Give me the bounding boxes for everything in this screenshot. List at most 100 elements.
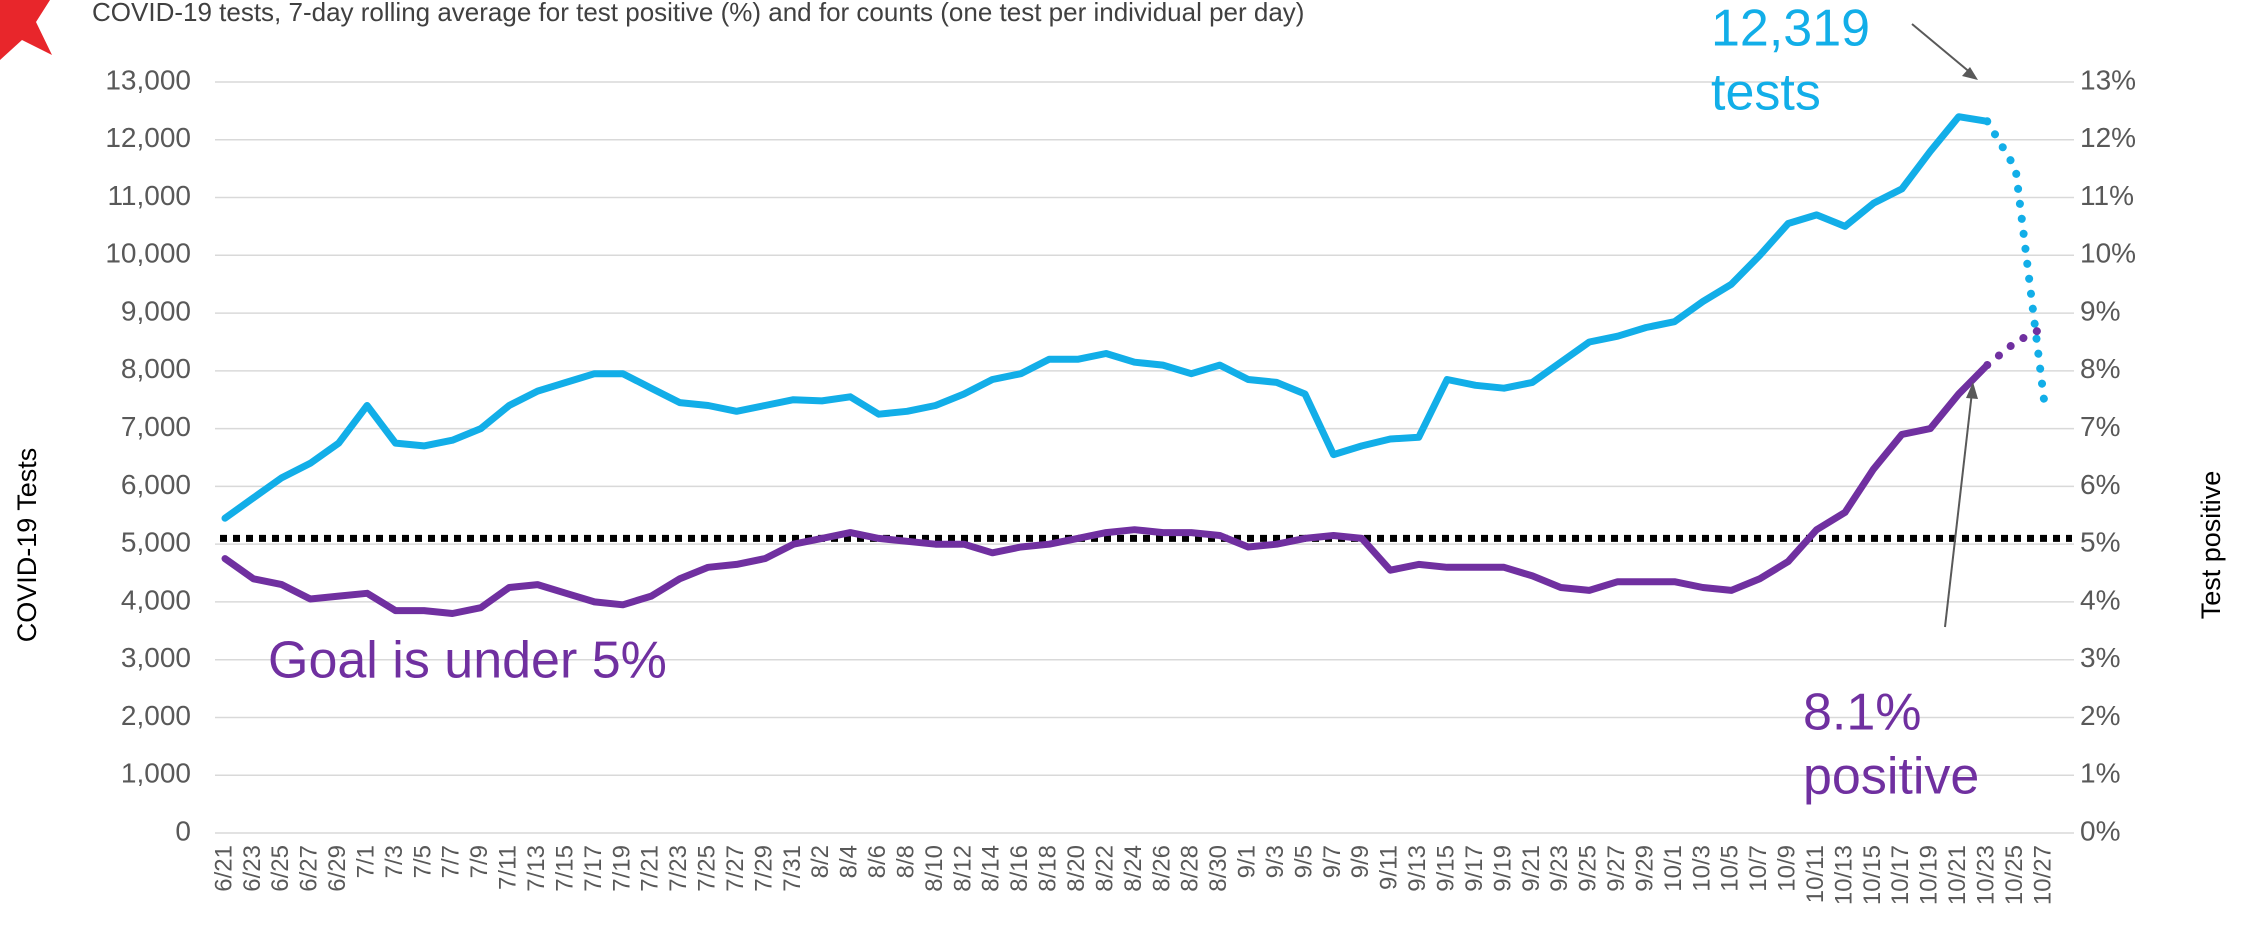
y2-tick-label: 6% xyxy=(2080,469,2120,500)
x-tick-label: 9/25 xyxy=(1575,845,1602,892)
arrow-head xyxy=(1966,382,1978,399)
y-tick-label: 5,000 xyxy=(121,527,191,558)
annotation: tests xyxy=(1711,64,1821,122)
x-tick-label: 7/11 xyxy=(495,845,522,890)
x-tick-label: 8/16 xyxy=(1006,845,1033,892)
x-tick-label: 7/27 xyxy=(722,845,749,892)
annotation: 8.1% xyxy=(1803,684,1922,742)
y-tick-label: 12,000 xyxy=(105,122,191,153)
x-tick-label: 9/3 xyxy=(1262,845,1289,878)
chart-title: COVID-19 tests, 7-day rolling average fo… xyxy=(92,0,1304,27)
y-tick-label: 7,000 xyxy=(121,411,191,442)
x-tick-label: 10/11 xyxy=(1802,845,1829,903)
x-tick-label: 8/10 xyxy=(921,845,948,892)
x-tick-label: 7/25 xyxy=(694,845,721,892)
x-tick-label: 10/7 xyxy=(1745,845,1772,892)
x-tick-label: 7/23 xyxy=(665,845,692,892)
y2-tick-label: 12% xyxy=(2080,122,2136,153)
x-tick-label: 9/9 xyxy=(1347,845,1374,878)
y2-tick-label: 5% xyxy=(2080,527,2120,558)
x-tick-label: 10/17 xyxy=(1887,845,1914,905)
y-tick-label: 11,000 xyxy=(107,180,191,211)
y2-axis-label: Test positive xyxy=(2196,471,2226,620)
y-tick-label: 10,000 xyxy=(105,238,191,269)
x-tick-label: 10/19 xyxy=(1916,845,1943,905)
x-tick-label: 9/27 xyxy=(1603,845,1630,892)
x-tick-label: 7/15 xyxy=(551,845,578,892)
y2-tick-label: 13% xyxy=(2080,64,2136,95)
x-tick-label: 9/13 xyxy=(1404,845,1431,892)
y-tick-label: 9,000 xyxy=(121,295,191,326)
arrow-head xyxy=(1962,67,1978,80)
x-tick-label: 8/12 xyxy=(949,845,976,892)
y2-tick-label: 2% xyxy=(2080,700,2120,731)
plot-lines xyxy=(220,113,2072,617)
x-tick-label: 9/21 xyxy=(1518,845,1545,892)
x-tick-label: 9/23 xyxy=(1546,845,1573,892)
x-tick-label: 8/26 xyxy=(1148,845,1175,892)
x-tick-label: 10/21 xyxy=(1944,845,1971,905)
x-tick-label: 9/17 xyxy=(1461,845,1488,892)
x-tick-label: 9/29 xyxy=(1631,845,1658,892)
y2-tick-label: 4% xyxy=(2080,584,2120,615)
grid xyxy=(215,81,2074,834)
x-tick-label: 10/15 xyxy=(1859,845,1886,905)
x-tick-label: 8/24 xyxy=(1120,845,1147,892)
x-tick-label: 9/19 xyxy=(1489,845,1516,892)
x-tick-label: 8/14 xyxy=(978,845,1005,892)
x-tick-label: 9/11 xyxy=(1376,845,1403,890)
x-tick-label: 7/7 xyxy=(438,845,465,878)
x-tick-label: 9/15 xyxy=(1432,845,1459,892)
x-tick-label: 7/3 xyxy=(381,845,408,878)
y-axis-label: COVID-19 Tests xyxy=(12,448,42,643)
x-tick-label: 7/19 xyxy=(608,845,635,892)
y2-tick-label: 7% xyxy=(2080,411,2120,442)
x-tick-label: 7/1 xyxy=(352,845,379,878)
x-tick-label: 7/9 xyxy=(466,845,493,878)
x-tick-label: 9/1 xyxy=(1234,845,1261,878)
x-tick-label: 10/9 xyxy=(1774,845,1801,892)
y2-tick-label: 11% xyxy=(2080,180,2134,211)
x-tick-label: 9/5 xyxy=(1290,845,1317,878)
x-tick-label: 8/30 xyxy=(1205,845,1232,892)
y2-tick-label: 9% xyxy=(2080,295,2120,326)
series-line xyxy=(221,361,1991,617)
x-tick-label: 7/31 xyxy=(779,845,806,892)
y2-tick-label: 10% xyxy=(2080,238,2136,269)
x-tick-label: 10/5 xyxy=(1717,845,1744,892)
y-tick-label: 4,000 xyxy=(121,584,191,615)
x-tick-label: 7/29 xyxy=(750,845,777,892)
x-tick-label: 10/13 xyxy=(1830,845,1857,905)
y-tick-label: 1,000 xyxy=(121,758,191,789)
annotation: positive xyxy=(1803,748,1979,806)
y-tick-label: 8,000 xyxy=(121,353,191,384)
x-tick-label: 8/8 xyxy=(892,845,919,878)
x-tick-label: 8/2 xyxy=(807,845,834,878)
x-tick-label: 6/27 xyxy=(296,845,323,892)
x-tick-label: 8/22 xyxy=(1091,845,1118,892)
y2-tick-label: 8% xyxy=(2080,353,2120,384)
annotations: 12,319 tests 8.1% positive Goal is under 5% xyxy=(268,0,1979,806)
x-tick-label: 10/25 xyxy=(2001,845,2028,905)
x-tick-label: 9/7 xyxy=(1319,845,1346,878)
x-tick-label: 6/25 xyxy=(267,845,294,892)
x-tick-label: 8/28 xyxy=(1177,845,1204,892)
x-tick-label: 10/23 xyxy=(1973,845,2000,905)
y2-tick-label: 0% xyxy=(2080,815,2120,846)
x-tick-label: 7/13 xyxy=(523,845,550,892)
y-tick-label: 6,000 xyxy=(121,469,191,500)
y2-tick-label: 1% xyxy=(2080,758,2120,789)
x-tick-label: 7/17 xyxy=(580,845,607,892)
y-tick-label: 2,000 xyxy=(121,700,191,731)
x-tick-label: 6/29 xyxy=(324,845,351,892)
annotation: 12,319 xyxy=(1711,0,1870,58)
x-tick-label: 10/27 xyxy=(2029,845,2056,905)
y-tick-label: 0 xyxy=(175,815,191,846)
series-line xyxy=(221,113,1991,522)
x-tick-label: 6/23 xyxy=(239,845,266,892)
arrow xyxy=(1911,23,1973,75)
y-tick-label: 13,000 xyxy=(105,64,191,95)
series-line xyxy=(1983,117,2048,404)
x-tick-label: 8/4 xyxy=(836,845,863,878)
